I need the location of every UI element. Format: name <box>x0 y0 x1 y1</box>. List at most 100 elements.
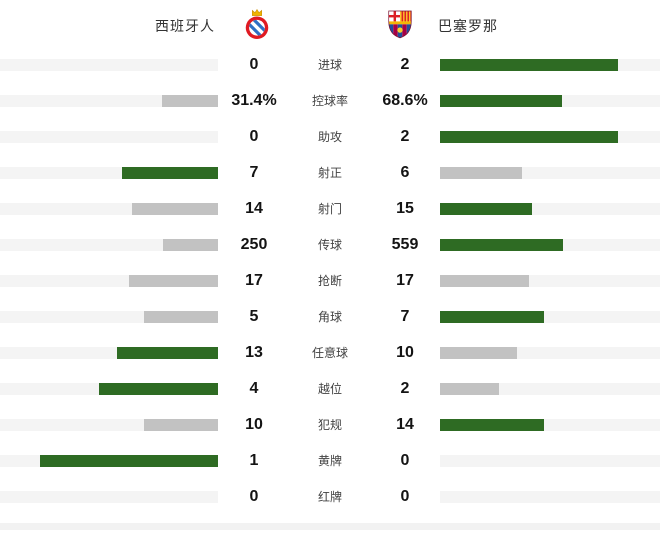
away-bar-track <box>440 167 660 179</box>
stat-label: 抢断 <box>317 274 342 288</box>
home-value: 1 <box>249 452 259 469</box>
away-value: 17 <box>396 272 414 289</box>
away-bar-fill <box>440 275 529 287</box>
away-value: 10 <box>396 344 414 361</box>
home-bar-fill <box>162 95 218 107</box>
stat-row: 14 射门 15 <box>0 191 660 227</box>
home-bar-fill <box>163 239 218 251</box>
home-value: 0 <box>249 128 259 145</box>
stat-row: 0 红牌 0 <box>0 479 660 515</box>
away-bar-fill <box>440 203 532 215</box>
away-bar-fill <box>440 383 499 395</box>
stat-label: 传球 <box>317 238 342 252</box>
home-bar-track <box>0 203 218 215</box>
stat-label: 进球 <box>317 58 342 72</box>
away-team-name: 巴塞罗那 <box>438 18 498 34</box>
away-bar-track <box>440 383 660 395</box>
home-value: 17 <box>245 272 263 289</box>
home-bar-track <box>0 131 218 143</box>
home-bar-track <box>0 311 218 323</box>
home-bar-fill <box>40 455 218 467</box>
home-bar-fill <box>129 275 218 287</box>
stats-rows: 0 进球 2 31.4% 控球率 68.6% 0 助攻 2 7 射正 <box>0 47 660 515</box>
home-bar-fill <box>144 419 218 431</box>
home-bar-track <box>0 275 218 287</box>
home-bar-track <box>0 95 218 107</box>
home-value: 0 <box>249 488 259 505</box>
away-value: 15 <box>396 200 414 217</box>
home-bar-track <box>0 59 218 71</box>
barcelona-crest-icon <box>387 9 413 44</box>
stat-row: 0 助攻 2 <box>0 119 660 155</box>
stat-label: 助攻 <box>317 130 342 144</box>
stat-row: 7 射正 6 <box>0 155 660 191</box>
away-value: 2 <box>400 56 410 73</box>
home-bar-track <box>0 383 218 395</box>
away-value: 2 <box>400 380 410 397</box>
stat-label: 角球 <box>317 310 342 324</box>
away-value: 559 <box>391 236 419 253</box>
bottom-divider <box>0 523 660 530</box>
home-value: 7 <box>249 164 259 181</box>
away-bar-fill <box>440 419 544 431</box>
home-value: 31.4% <box>231 92 277 109</box>
away-bar-fill <box>440 167 522 179</box>
stat-label: 射正 <box>317 166 342 180</box>
home-bar-fill <box>122 167 218 179</box>
home-bar-track <box>0 167 218 179</box>
stat-row: 10 犯规 14 <box>0 407 660 443</box>
away-bar-track <box>440 491 660 503</box>
home-bar-track <box>0 347 218 359</box>
match-header: 西班牙人 <box>0 0 660 47</box>
home-bar-track <box>0 455 218 467</box>
away-value: 0 <box>400 452 410 469</box>
away-bar-fill <box>440 131 618 143</box>
stat-label: 红牌 <box>317 490 342 504</box>
away-bar-track <box>440 95 660 107</box>
home-value: 4 <box>249 380 259 397</box>
away-bar-track <box>440 203 660 215</box>
stat-label: 任意球 <box>311 346 348 360</box>
stat-label: 黄牌 <box>317 454 342 468</box>
stat-label: 犯规 <box>317 418 342 432</box>
away-bar-track <box>440 419 660 431</box>
away-value: 0 <box>400 488 410 505</box>
away-bar-fill <box>440 239 563 251</box>
home-bar-fill <box>132 203 218 215</box>
home-bar-fill <box>117 347 218 359</box>
home-bar-track <box>0 419 218 431</box>
home-bar-track <box>0 239 218 251</box>
home-value: 10 <box>245 416 263 433</box>
away-bar-fill <box>440 347 517 359</box>
away-bar-track <box>440 131 660 143</box>
stat-row: 0 进球 2 <box>0 47 660 83</box>
home-value: 14 <box>245 200 263 217</box>
away-bar-track <box>440 347 660 359</box>
stat-row: 13 任意球 10 <box>0 335 660 371</box>
stat-row: 31.4% 控球率 68.6% <box>0 83 660 119</box>
home-value: 0 <box>249 56 259 73</box>
away-value: 68.6% <box>382 92 428 109</box>
home-bar-track <box>0 491 218 503</box>
away-value: 14 <box>396 416 414 433</box>
stat-label: 越位 <box>317 382 342 396</box>
home-value: 13 <box>245 344 263 361</box>
stat-row: 17 抢断 17 <box>0 263 660 299</box>
stat-label: 控球率 <box>311 94 348 108</box>
stat-row: 1 黄牌 0 <box>0 443 660 479</box>
home-bar-fill <box>99 383 218 395</box>
away-bar-fill <box>440 311 544 323</box>
home-team-name: 西班牙人 <box>155 18 215 34</box>
away-bar-fill <box>440 95 562 107</box>
away-value: 6 <box>400 164 410 181</box>
away-bar-track <box>440 455 660 467</box>
away-value: 2 <box>400 128 410 145</box>
home-bar-fill <box>144 311 218 323</box>
espanyol-crest-icon <box>242 7 272 46</box>
away-value: 7 <box>400 308 410 325</box>
away-bar-track <box>440 275 660 287</box>
away-bar-track <box>440 239 660 251</box>
stat-label: 射门 <box>317 202 342 216</box>
home-value: 250 <box>240 236 268 253</box>
stat-row: 4 越位 2 <box>0 371 660 407</box>
